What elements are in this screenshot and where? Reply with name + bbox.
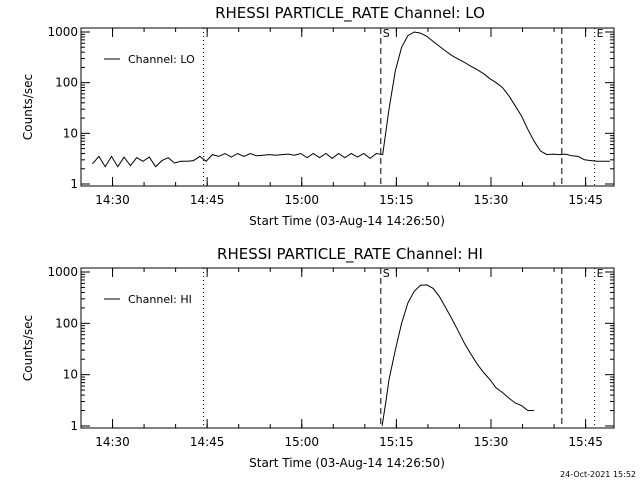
marker-label: E xyxy=(597,267,604,280)
chart-title-hi: RHESSI PARTICLE_RATE Channel: HI xyxy=(217,245,483,264)
x-tick-label: 15:45 xyxy=(568,193,603,207)
x-tick-label: 14:30 xyxy=(95,193,130,207)
x-tick-label: 15:00 xyxy=(284,435,319,449)
y-tick-label: 10 xyxy=(63,368,78,382)
xticks-hi: 14:30 14:45 15:00 15:15 15:30 15:45 xyxy=(80,268,603,449)
timestamp-stamp: 24-Oct-2021 15:52 xyxy=(560,470,636,479)
x-tick-label: 15:15 xyxy=(379,435,414,449)
marker-label: S xyxy=(383,27,390,40)
x-tick-label: 14:45 xyxy=(190,193,225,207)
yticks-hi: 1 10 100 1000 xyxy=(47,265,614,433)
x-tick-label: 15:00 xyxy=(284,193,319,207)
y-axis-label-hi: Counts/sec xyxy=(21,315,35,381)
y-tick-label: 1000 xyxy=(47,25,78,39)
series-line-hi xyxy=(381,284,535,427)
xticks-lo: 14:30 14:45 15:00 15:15 15:30 15:45 xyxy=(80,28,603,207)
x-tick-label: 15:30 xyxy=(474,193,509,207)
plot-frame-lo xyxy=(80,27,615,187)
legend-lo: Channel: LO xyxy=(104,53,195,66)
x-tick-label: 15:15 xyxy=(379,193,414,207)
y-tick-label: 1000 xyxy=(47,265,78,279)
yticks-lo: 1 10 100 1000 xyxy=(47,25,614,191)
legend-hi: Channel: HI xyxy=(104,293,192,306)
y-tick-label: 1 xyxy=(70,419,78,433)
legend-label-lo: Channel: LO xyxy=(128,53,195,66)
x-tick-label: 15:30 xyxy=(474,435,509,449)
plot-frame-hi xyxy=(80,267,615,429)
x-tick-label: 14:45 xyxy=(190,435,225,449)
series-line-lo xyxy=(92,31,610,168)
x-tick-label: 14:30 xyxy=(95,435,130,449)
x-axis-label-hi: Start Time (03-Aug-14 14:26:50) xyxy=(249,456,445,470)
y-tick-label: 10 xyxy=(63,126,78,140)
x-axis-label-lo: Start Time (03-Aug-14 14:26:50) xyxy=(249,214,445,228)
x-tick-label: 15:45 xyxy=(568,435,603,449)
chart-title-lo: RHESSI PARTICLE_RATE Channel: LO xyxy=(215,4,485,23)
y-tick-label: 100 xyxy=(55,316,78,330)
y-tick-label: 100 xyxy=(55,76,78,90)
y-tick-label: 1 xyxy=(70,177,78,191)
marker-label: S xyxy=(383,267,390,280)
legend-label-hi: Channel: HI xyxy=(128,293,192,306)
y-axis-label-lo: Counts/sec xyxy=(21,74,35,140)
marker-label: E xyxy=(597,27,604,40)
